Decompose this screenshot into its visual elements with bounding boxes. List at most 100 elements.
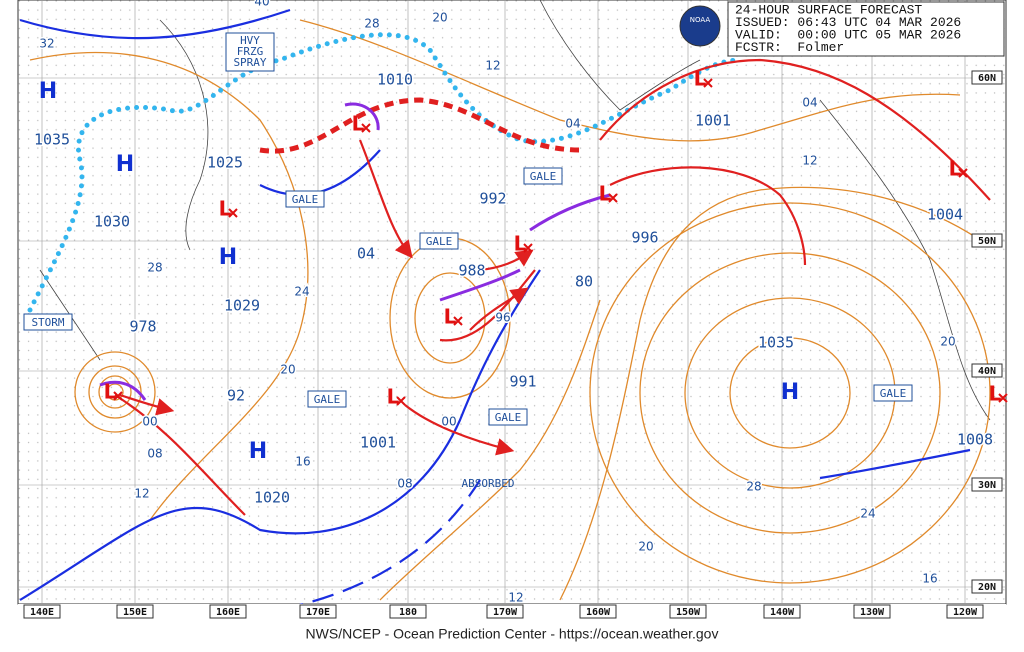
storm-tracks bbox=[119, 139, 534, 456]
isobar-label: 28 bbox=[147, 261, 162, 275]
isobar-label: 16 bbox=[922, 572, 937, 586]
isobar-label: 00 bbox=[441, 415, 456, 429]
isobar bbox=[29, 51, 309, 521]
latitude-box bbox=[971, 477, 1003, 492]
warning-label: GALE bbox=[530, 170, 557, 183]
latitude-label: 30N bbox=[978, 480, 996, 491]
latitude-box bbox=[971, 579, 1003, 594]
low-center: L bbox=[104, 380, 117, 404]
isobar-label: 96 bbox=[495, 311, 510, 325]
isobar bbox=[729, 337, 851, 449]
isobar-label: 08 bbox=[397, 477, 412, 491]
longitude-box bbox=[669, 604, 707, 619]
pressure-label: 996 bbox=[631, 229, 658, 247]
fronts bbox=[19, 8, 991, 617]
pressure-label: 1020 bbox=[254, 489, 290, 507]
graticule bbox=[18, 0, 1006, 604]
warning-box bbox=[523, 167, 563, 185]
longitude-box bbox=[579, 604, 617, 619]
longitude-box bbox=[299, 604, 337, 619]
warning-box bbox=[419, 232, 459, 250]
longitude-box bbox=[486, 604, 524, 619]
cold-front bbox=[819, 448, 971, 480]
cold-front bbox=[19, 269, 541, 601]
longitude-label: 140W bbox=[770, 607, 795, 618]
low-center: L bbox=[444, 305, 457, 329]
isobar-label: 12 bbox=[134, 487, 149, 501]
longitude-label: 150E bbox=[123, 607, 147, 618]
low-center: L bbox=[352, 112, 365, 136]
warm-front bbox=[609, 166, 807, 266]
low-x bbox=[958, 168, 968, 178]
pressure-label: 1025 bbox=[207, 154, 243, 172]
isobar-label: 20 bbox=[432, 11, 447, 25]
low-x bbox=[228, 208, 238, 218]
latitude-label: 50N bbox=[978, 236, 996, 247]
absorbed-label: ABSORBED bbox=[462, 477, 515, 490]
latitude-box bbox=[971, 363, 1003, 378]
longitude-label: 170W bbox=[493, 607, 518, 618]
isobar-label: 00 bbox=[142, 415, 157, 429]
longitude-box bbox=[763, 604, 801, 619]
longitude-label: 130W bbox=[860, 607, 885, 618]
warning-box bbox=[307, 390, 347, 408]
occluded-front bbox=[99, 193, 611, 401]
high-center: H bbox=[249, 439, 267, 464]
pressure-label: 1029 bbox=[224, 297, 260, 315]
spray-label: SPRAY bbox=[233, 56, 266, 69]
isobar-label: 32 bbox=[39, 37, 54, 51]
spray-label: FRZG bbox=[237, 45, 264, 58]
isobar-label: 40 bbox=[254, 0, 269, 9]
low-center: L bbox=[514, 232, 527, 256]
longitude-box bbox=[209, 604, 247, 619]
longitude-box bbox=[389, 604, 427, 619]
longitude-label: 160W bbox=[586, 607, 611, 618]
isobar-label: 16 bbox=[295, 455, 310, 469]
low-center: L bbox=[949, 157, 962, 181]
pressure-label: 1035 bbox=[34, 131, 70, 149]
pressure-label: 1030 bbox=[94, 213, 130, 231]
pressure-label: 992 bbox=[479, 190, 506, 208]
longitude-label: 170E bbox=[306, 607, 330, 618]
pressure-label: 92 bbox=[227, 387, 245, 405]
low-x bbox=[523, 243, 533, 253]
footer: NWS/NCEP - Ocean Prediction Center - htt… bbox=[306, 626, 719, 642]
longitude-box bbox=[853, 604, 891, 619]
low-x bbox=[396, 396, 406, 406]
high-center: H bbox=[219, 245, 237, 270]
longitude-label: 120W bbox=[953, 607, 978, 618]
header-line: FCSTR: Folmer bbox=[735, 40, 844, 55]
latitude-box bbox=[971, 233, 1003, 248]
noaa-logo bbox=[679, 5, 721, 47]
header-line: VALID: 00:00 UTC 05 MAR 2026 bbox=[735, 27, 961, 42]
header-line: ISSUED: 06:43 UTC 04 MAR 2026 bbox=[735, 15, 961, 30]
warning-box bbox=[488, 408, 528, 426]
track-arrow bbox=[469, 287, 529, 331]
warm-front bbox=[114, 394, 246, 516]
pressure-label: 991 bbox=[509, 373, 536, 391]
pressure-label: 1035 bbox=[758, 334, 794, 352]
high-center: H bbox=[39, 79, 57, 104]
low-x bbox=[453, 316, 463, 326]
longitude-label: 140E bbox=[30, 607, 54, 618]
longitude-box bbox=[23, 604, 61, 619]
longitude-label: 160E bbox=[216, 607, 240, 618]
cold-front bbox=[19, 8, 291, 40]
track-arrow bbox=[119, 393, 175, 416]
isobar-label: 12 bbox=[508, 591, 523, 605]
warning-label: STORM bbox=[31, 316, 64, 329]
low-x bbox=[608, 193, 618, 203]
warning-label: GALE bbox=[292, 193, 319, 206]
high-center: H bbox=[781, 380, 799, 405]
isobars bbox=[29, 19, 991, 601]
warm-front bbox=[599, 58, 991, 201]
logo-text: NOAA bbox=[690, 16, 711, 24]
freezing-spray-limit bbox=[259, 97, 581, 154]
pressure-label: 04 bbox=[357, 245, 375, 263]
isobar bbox=[299, 19, 961, 142]
pressure-label: 80 bbox=[575, 273, 593, 291]
isobar-label: 28 bbox=[364, 17, 379, 31]
isobar-label: 20 bbox=[280, 363, 295, 377]
latitude-label: 60N bbox=[978, 73, 996, 84]
track-arrow bbox=[358, 139, 413, 259]
